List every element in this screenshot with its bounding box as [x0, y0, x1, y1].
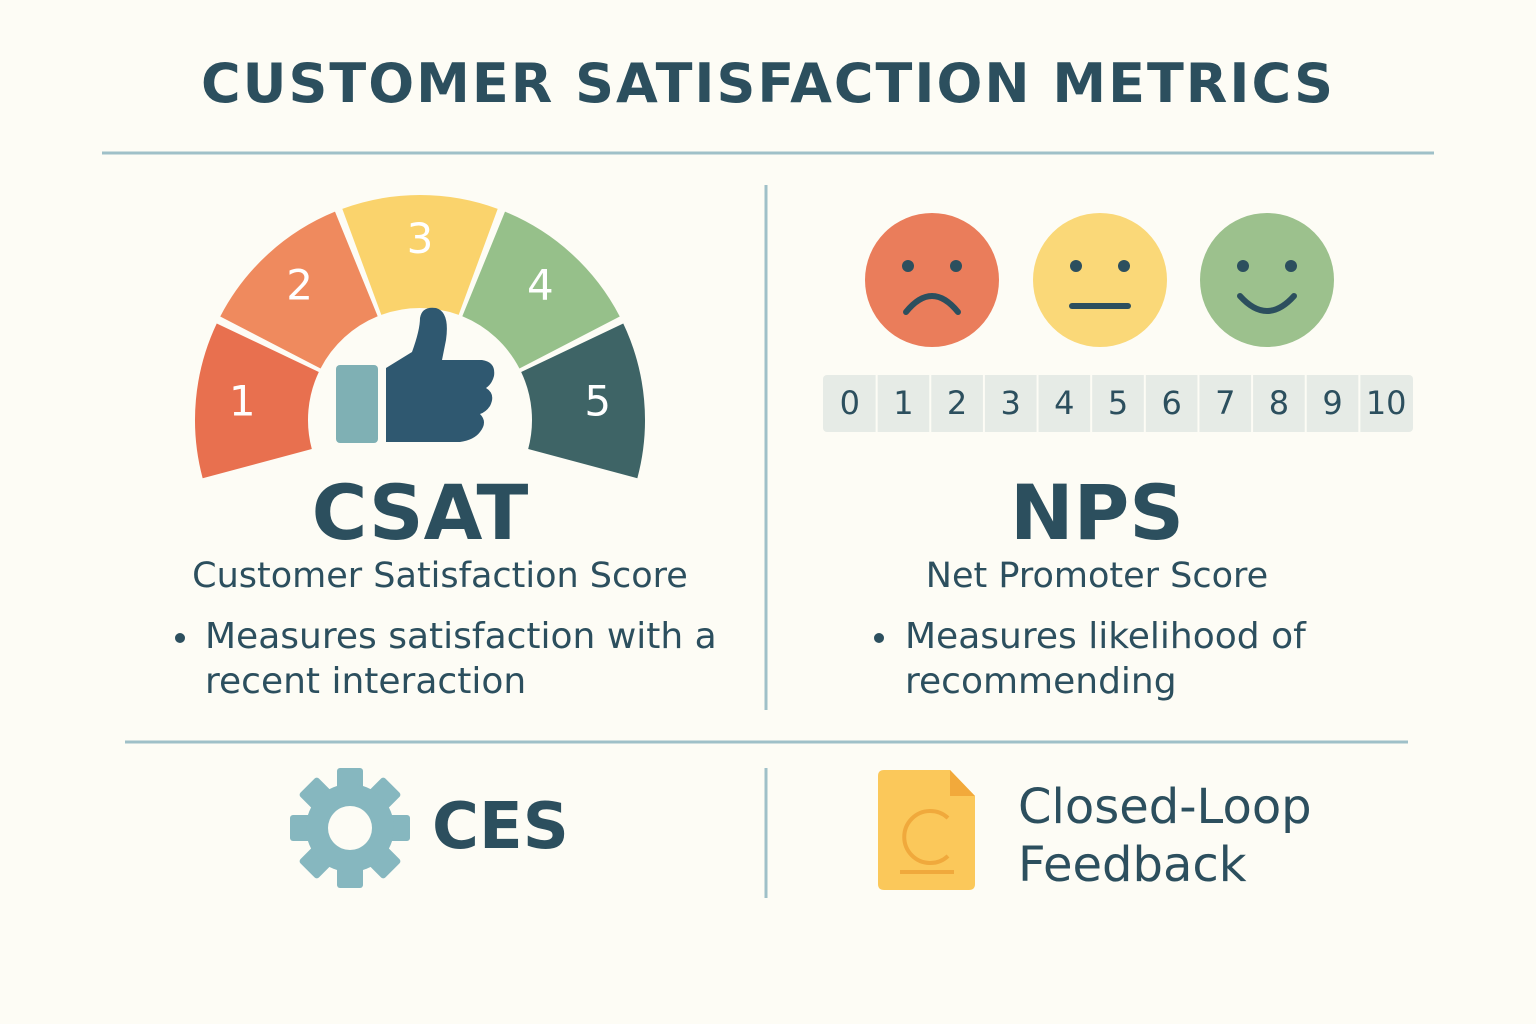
thumb-icon: [386, 307, 495, 442]
scale-label: 3: [1001, 384, 1021, 422]
scale-label: 4: [1054, 384, 1074, 422]
scale-label: 5: [1108, 384, 1128, 422]
gauge-segment: [521, 323, 645, 479]
nps-bullet: Measures likelihood of recommending: [905, 616, 1306, 702]
happy-face: [1200, 213, 1334, 347]
gauge-label: 2: [286, 261, 313, 310]
nps-scale: 0 1 2 3 4 5 6 7 8 9 10: [823, 375, 1413, 432]
gauge-label: 3: [407, 214, 434, 263]
csat-bullet: Measures satisfaction with a recent inte…: [205, 616, 717, 702]
gauge: 1 2 3 4 5: [195, 194, 645, 479]
scale-bar: [823, 375, 1413, 432]
gauge-label: 5: [584, 376, 611, 425]
gauge-segment: [195, 323, 319, 479]
document-icon: [878, 770, 975, 890]
nps-acronym: NPS: [1009, 468, 1185, 557]
closed-loop-label: Closed-Loop Feedback: [1018, 779, 1312, 893]
gauge-segment: [342, 194, 498, 315]
scale-label: 1: [893, 384, 913, 422]
nps-name: Net Promoter Score: [925, 556, 1269, 596]
gauge-segment: [220, 211, 378, 369]
gauge-label: 4: [527, 261, 554, 310]
page-title: CUSTOMER SATISFACTION METRICS: [200, 52, 1336, 115]
gauge-segment: [462, 211, 620, 369]
bullet-dot: [874, 633, 884, 643]
scale-label: 7: [1215, 384, 1235, 422]
sad-face: [865, 213, 999, 347]
csat-acronym: CSAT: [311, 468, 529, 557]
scale-label: 6: [1161, 384, 1181, 422]
neutral-face: [1033, 213, 1167, 347]
scale-label: 0: [840, 384, 860, 422]
ces-label: CES: [432, 790, 569, 864]
scale-label: 9: [1322, 384, 1342, 422]
bullet-dot: [175, 633, 185, 643]
gear-icon: [290, 768, 410, 888]
thumb-cuff: [336, 365, 378, 443]
scale-label: 2: [947, 384, 967, 422]
scale-label: 8: [1269, 384, 1289, 422]
csat-name: Customer Satisfaction Score: [192, 556, 688, 596]
gauge-label: 1: [229, 376, 256, 425]
scale-label: 10: [1366, 384, 1407, 422]
